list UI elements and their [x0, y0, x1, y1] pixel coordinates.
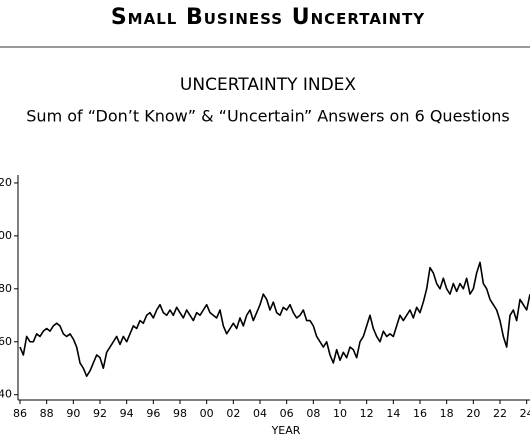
x-tick-label: 96	[146, 407, 160, 420]
x-tick-label: 16	[413, 407, 427, 420]
page-title: Small Business Uncertainty	[111, 5, 425, 30]
x-tick-label: 20	[466, 407, 480, 420]
x-tick-label: 14	[386, 407, 400, 420]
x-tick-label: 86	[13, 407, 27, 420]
x-tick-label: 08	[306, 407, 320, 420]
chart-subtitle: Sum of “Don’t Know” & “Uncertain” Answer…	[26, 107, 509, 126]
x-tick-label: 22	[493, 407, 507, 420]
y-tick-label: 120	[0, 176, 12, 189]
x-tick-label: 94	[120, 407, 134, 420]
y-tick-label: 40	[0, 388, 12, 401]
data-line	[19, 261, 530, 377]
x-tick-label: 04	[253, 407, 267, 420]
y-tick-label: 60	[0, 335, 12, 348]
x-tick-label: 12	[360, 407, 374, 420]
y-tick-label: 100	[0, 229, 12, 242]
x-tick-label: 06	[280, 407, 294, 420]
x-tick-label: 98	[173, 407, 187, 420]
x-tick-label: 90	[66, 407, 80, 420]
chart-title: UNCERTAINTY INDEX	[180, 75, 357, 95]
x-tick-label: 92	[93, 407, 107, 420]
y-tick-label: 80	[0, 282, 12, 295]
x-tick-label: 02	[226, 407, 240, 420]
x-tick-label: 18	[440, 407, 454, 420]
x-axis-label: YEAR	[271, 424, 301, 437]
x-tick-label: 24	[520, 407, 530, 420]
x-tick-label: 00	[200, 407, 214, 420]
x-tick-label: 10	[333, 407, 347, 420]
x-tick-label: 88	[40, 407, 54, 420]
